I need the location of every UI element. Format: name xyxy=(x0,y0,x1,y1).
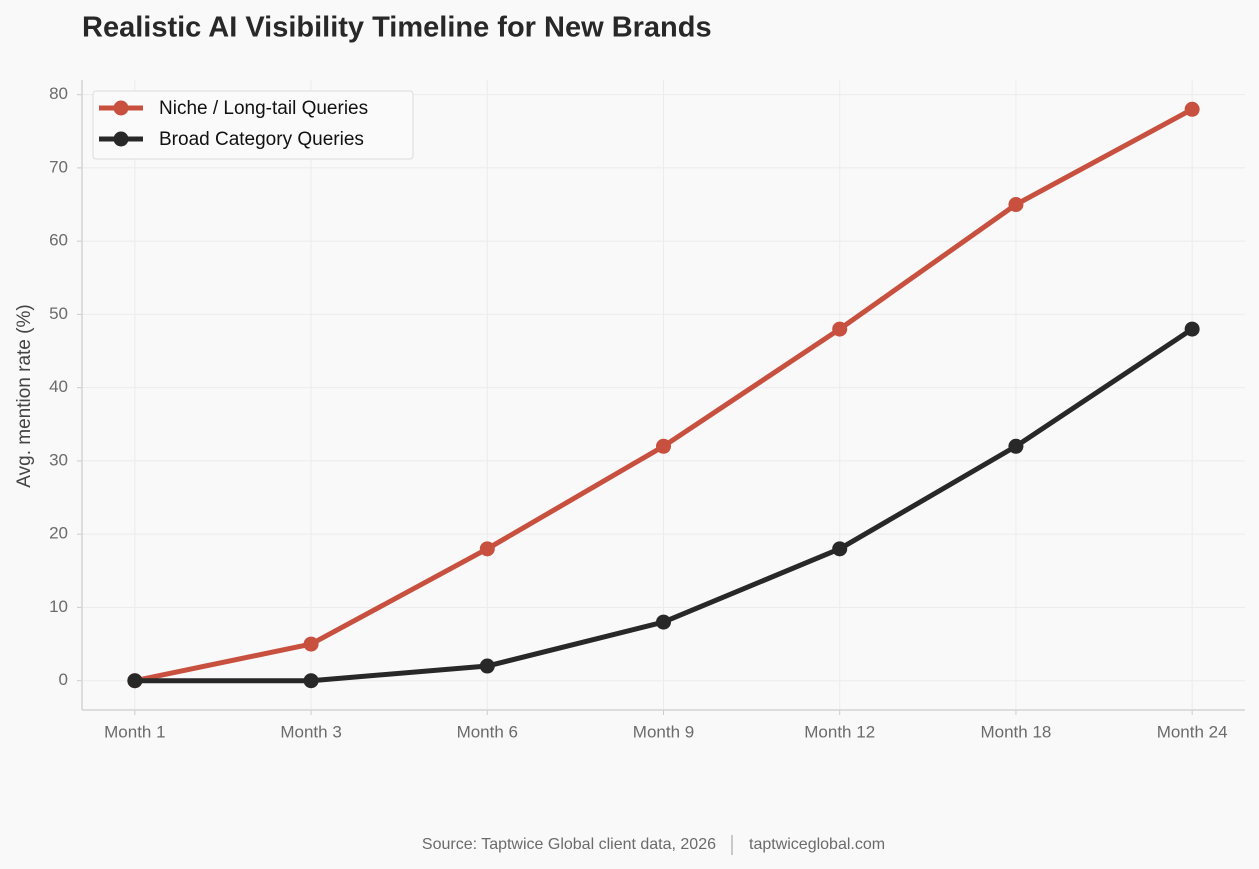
x-tick-label: Month 3 xyxy=(280,722,341,741)
y-tick-label: 70 xyxy=(49,157,68,176)
chart-title: Realistic AI Visibility Timeline for New… xyxy=(82,12,712,44)
data-point xyxy=(1008,438,1024,454)
x-tick-label: Month 24 xyxy=(1157,722,1228,741)
data-point xyxy=(656,614,671,630)
y-tick-label: 80 xyxy=(49,84,68,103)
y-tick-label: 20 xyxy=(49,524,68,543)
data-point xyxy=(479,541,495,557)
source-note: Source: Taptwice Global client data, 202… xyxy=(422,836,716,853)
x-tick-label: Month 6 xyxy=(457,722,518,741)
legend-label: Broad Category Queries xyxy=(159,129,364,150)
y-axis-label: Avg. mention rate (%) xyxy=(14,304,35,487)
y-tick-label: 50 xyxy=(49,304,68,323)
y-tick-label: 30 xyxy=(49,450,68,469)
x-tick-label: Month 12 xyxy=(804,722,875,741)
data-point xyxy=(832,541,848,557)
data-point xyxy=(656,438,671,454)
data-point xyxy=(1184,101,1200,117)
legend-marker xyxy=(113,100,129,116)
data-point xyxy=(479,658,495,674)
data-point xyxy=(1184,321,1200,337)
x-tick-label: Month 1 xyxy=(104,722,165,741)
legend-label: Niche / Long-tail Queries xyxy=(159,98,368,119)
x-tick-label: Month 9 xyxy=(633,722,694,741)
data-point xyxy=(832,321,848,337)
data-point xyxy=(303,636,319,652)
data-point xyxy=(1008,197,1024,213)
data-point xyxy=(303,673,319,689)
y-tick-label: 0 xyxy=(59,670,68,689)
legend-box xyxy=(92,90,414,160)
y-tick-label: 10 xyxy=(49,597,68,616)
website: taptwiceglobal.com xyxy=(749,836,885,853)
data-point xyxy=(127,673,143,689)
x-tick-label: Month 18 xyxy=(980,722,1051,741)
y-tick-label: 40 xyxy=(49,377,68,396)
legend-marker xyxy=(113,131,129,147)
y-tick-label: 60 xyxy=(49,231,68,250)
